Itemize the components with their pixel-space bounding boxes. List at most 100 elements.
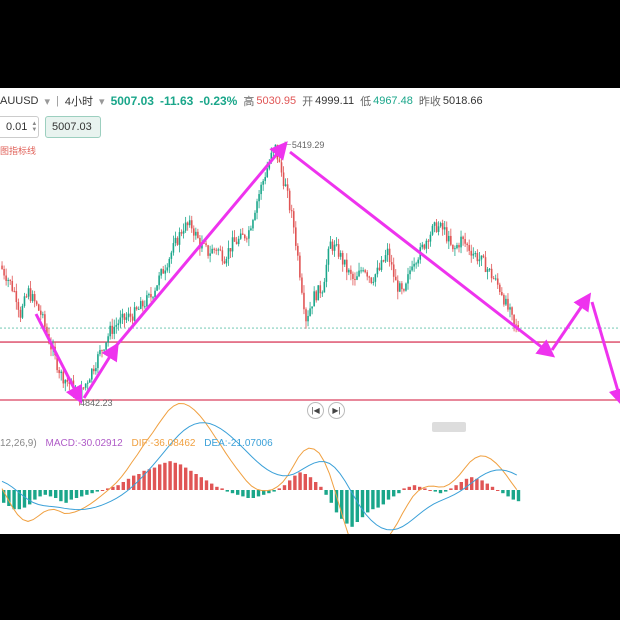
- candle-body: [152, 297, 154, 299]
- candle-body: [346, 259, 348, 273]
- candle-body: [46, 326, 48, 334]
- candle-body: [362, 270, 364, 272]
- candle-body: [207, 245, 209, 256]
- candle-body: [417, 259, 419, 264]
- candle-body: [407, 274, 409, 284]
- candle-body: [284, 184, 287, 187]
- candle-body: [439, 222, 442, 227]
- candle-body: [448, 235, 450, 242]
- candle-body: [388, 248, 391, 263]
- macd-bar: [69, 490, 73, 500]
- macd-bar: [184, 467, 188, 490]
- candle-body: [343, 259, 346, 265]
- macd-bar: [137, 474, 141, 490]
- skip-forward-icon[interactable]: ▶|: [328, 402, 345, 419]
- macd-bar: [126, 478, 131, 490]
- candle-body: [256, 201, 258, 213]
- macd-bar: [132, 475, 136, 490]
- candle-body: [309, 308, 311, 316]
- candle-body: [445, 227, 448, 242]
- price-input[interactable]: 5007.03: [45, 116, 101, 138]
- macd-bar: [210, 483, 214, 490]
- price-change: -11.63: [159, 94, 194, 108]
- macd-bar: [59, 490, 63, 502]
- candle-body: [462, 236, 464, 240]
- macd-value: MACD:-30.02912: [45, 438, 123, 449]
- symbol-label[interactable]: AUUSD: [0, 95, 39, 107]
- candle-body: [184, 222, 187, 231]
- macd-bar: [220, 488, 224, 490]
- candle-body: [364, 270, 366, 273]
- candle-body: [484, 257, 487, 272]
- candle-body: [474, 253, 477, 255]
- last-price: 5007.03: [110, 94, 154, 108]
- peak-label: ⊢5419.29: [284, 140, 324, 150]
- candle-body: [172, 243, 175, 253]
- candle-body: [178, 232, 181, 245]
- candle-body: [137, 308, 140, 310]
- period-chevron-down-icon[interactable]: ▾: [99, 95, 105, 108]
- macd-bar: [277, 488, 281, 490]
- macd-bar: [121, 482, 125, 490]
- candle-body: [142, 301, 144, 307]
- candle-body: [139, 301, 142, 309]
- candle-body: [356, 276, 358, 280]
- macd-bar: [236, 490, 240, 495]
- candle-body: [117, 323, 120, 326]
- candle-body: [331, 241, 334, 251]
- candle-body: [246, 238, 248, 240]
- candle-body: [333, 244, 336, 251]
- macd-bar: [314, 482, 318, 490]
- order-inputs: 0.01 ▲ ▼ 5007.03: [0, 116, 101, 138]
- chevron-down-icon[interactable]: ▾: [44, 95, 51, 108]
- candle-body: [252, 220, 254, 229]
- candle-body: [105, 342, 107, 350]
- chart-nav: |◀ ▶|: [307, 402, 345, 419]
- lot-size-input[interactable]: 0.01 ▲ ▼: [0, 116, 39, 138]
- candle-body: [513, 314, 515, 325]
- candle-body: [496, 278, 499, 285]
- candle-body: [109, 325, 111, 337]
- candle-body: [103, 349, 105, 351]
- candle-body: [337, 244, 340, 257]
- candle-body: [272, 149, 275, 153]
- candle-body: [227, 248, 230, 259]
- candle-body: [409, 270, 411, 275]
- macd-bar: [152, 467, 157, 490]
- skip-back-icon[interactable]: |◀: [307, 402, 324, 419]
- macd-bar: [511, 490, 515, 500]
- candle-body: [144, 306, 146, 308]
- macd-bar: [12, 490, 16, 510]
- macd-params: 12,26,9): [0, 438, 37, 449]
- candle-body: [378, 267, 381, 270]
- macd-bar: [376, 490, 380, 508]
- stepper-icon[interactable]: ▲ ▼: [31, 121, 38, 133]
- candle-body: [423, 244, 426, 249]
- candle-body: [133, 307, 136, 321]
- candle-body: [466, 243, 468, 246]
- candle-body: [21, 305, 24, 318]
- macd-bar: [381, 490, 385, 505]
- candle-body: [150, 294, 152, 298]
- macd-bar: [324, 490, 328, 495]
- macd-bar: [199, 477, 203, 490]
- macd-bar: [43, 490, 47, 495]
- candle-body: [403, 289, 405, 291]
- candle-body: [386, 248, 389, 256]
- candle-body: [58, 370, 60, 374]
- period-label[interactable]: 4小时: [64, 96, 94, 108]
- candle-body: [180, 232, 183, 234]
- macd-bar: [2, 490, 6, 503]
- macd-bar: [298, 472, 302, 490]
- dif-line: [1, 403, 518, 534]
- candle-body: [274, 144, 277, 150]
- candle-body: [101, 350, 103, 352]
- candle-body: [460, 236, 462, 248]
- macd-bar: [496, 490, 500, 491]
- candle-body: [290, 210, 293, 212]
- candle-body: [401, 283, 403, 290]
- candle-body: [182, 230, 185, 234]
- indicator-label[interactable]: 图指标线: [0, 146, 37, 156]
- price-chart[interactable]: ⊢5419.29 4842.23: [0, 88, 620, 534]
- high-value: 5030.95: [256, 95, 297, 107]
